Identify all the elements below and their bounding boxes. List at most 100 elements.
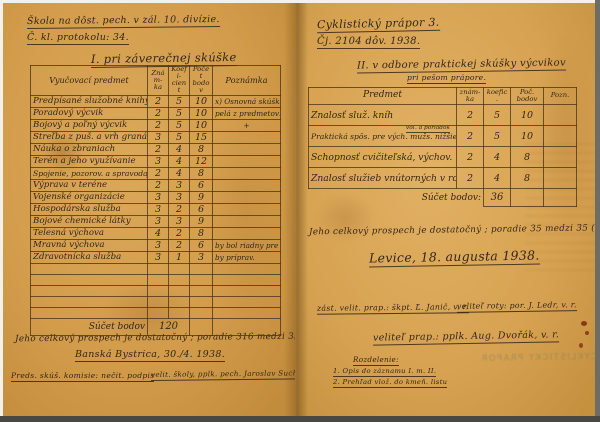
coefficient-cell: 2 [168,226,190,240]
column-header-note: Pozn. [543,87,577,105]
table-row: Bojové chemické látky 3 3 9 [30,214,281,228]
subject-cell: Spojenie, pozorov. a spravodajstvo [30,166,148,180]
note-cell [543,104,577,126]
note-cell: + [212,118,281,132]
note-cell: x) Osnovná skúška pros- [212,94,281,108]
subject-text: Praktická spôs. pre vých. mužs. nižšieho [311,131,457,141]
points-cell: 10 [189,106,213,120]
grade-cell: 3 [147,238,169,252]
subject-cell: voľ. a poriadok Praktická spôs. pre vých… [308,125,457,147]
subject-cell: Schopnosť cvičiteľská, výchov. [308,146,457,168]
coefficient-cell: 4 [483,167,511,189]
table-row: Znalosť služ. kníh 2 5 10 [308,104,577,126]
scan-edge-left [0,0,3,422]
column-header-coefficient: koefic. [483,87,511,105]
note-cell [212,130,281,144]
points-cell: 9 [189,190,213,204]
grade-cell: 2 [147,178,169,192]
grade-cell: 2 [147,142,169,156]
sum-row: Súčet bodov: 36 [308,188,577,207]
table-row: Náuka o zbraniach 2 4 8 [30,142,281,156]
subject-cell: Vojenské organizácie [30,190,148,204]
table-row: Zdravotnícka služba 3 1 3 by príprav. [30,250,281,264]
table-row: Poradový výcvik 2 5 10 pelá z predmetov: [30,106,281,120]
grade-cell: 3 [147,190,169,204]
note-cell [212,214,281,228]
table-header-row: Predmet znám- ka koefic. Poč. bodov Pozn… [308,87,577,105]
points-cell: 8 [510,167,544,189]
distribution-line-1: 1. Opis do záznamu I. m. II. [333,367,437,377]
points-cell: 12 [189,154,213,168]
note-cell [212,142,281,156]
coefficient-cell: 5 [168,130,190,144]
grade-cell: 2 [147,166,169,180]
commission-chair-signature: Preds. skúš. komisie: nečit. podpis [11,371,155,382]
subject-cell: Znalosť služ. kníh [308,104,457,126]
subject-cell: Výprava v teréne [30,178,148,192]
grade-cell: 2 [456,104,484,126]
points-cell: 8 [189,226,213,240]
table-row: Terén a jeho využívanie 3 4 12 [30,154,281,168]
points-cell: 6 [189,202,213,216]
coefficient-cell: 5 [483,125,511,147]
coefficient-cell: 3 [168,178,190,192]
note-cell [212,166,281,180]
right-page: Cyklistický prápor 3. Čj. 2104 dôv. 1938… [295,3,600,416]
note-cell [212,154,281,168]
scan-edge-right [595,0,600,422]
right-table-title: II. v odbore praktickej skúšky výcvikov [356,57,567,74]
sum-value: 120 [147,317,190,336]
note-cell [543,167,577,189]
table-row: Hospodárska služba 3 2 6 [30,202,281,216]
company-commander-signature: veliteľ roty: por. J. Ledr, v. r. [456,300,577,313]
coefficient-cell: 3 [168,190,190,204]
coefficient-cell: 5 [168,106,190,120]
column-header-subject: Vyučovací predmet [30,65,148,96]
distribution-line-2: 2. Prehľad vlož. do kmeň. listu [333,378,448,388]
table-row: Bojový a poľný výcvik 2 5 10 + [30,118,281,132]
grade-cell: 3 [147,202,169,216]
coefficient-cell: 4 [483,146,511,168]
points-cell: 8 [510,146,544,168]
table-row: Mravná výchova 3 2 6 by bol riadny pre a… [30,238,281,252]
points-cell: 8 [189,166,213,180]
page-fold-shadow [284,3,308,416]
subject-cell: Zdravotnícka služba [30,250,148,264]
grade-cell: 3 [147,250,169,264]
table-row: Predpísané služobné knihy 2 5 10 x) Osno… [30,94,281,108]
grade-cell: 3 [147,130,169,144]
table-row: Streľba z puš. a vrh granátom 3 5 15 [30,130,281,144]
overall-result-line: Jeho celkový prospech je dostatočný ; po… [308,223,600,238]
column-header-points: Počet bodov [189,65,213,96]
coefficient-cell: 4 [168,166,190,180]
note-cell: pelá z predmetov: [212,106,281,120]
deputy-commander-signature: zást. velit. prap.: škpt. Ľ. Janič, v. r… [316,302,469,315]
grade-cell: 2 [147,94,169,108]
coefficient-cell: 4 [168,154,190,168]
subject-cell: Telesná výchova [30,226,148,240]
subject-cell: Znalosť služieb vnútorných v rote [308,167,457,189]
empty-table-row [30,284,281,297]
coefficient-cell: 2 [168,202,190,216]
table-row: Znalosť služieb vnútorných v rote 2 4 8 [308,167,577,189]
points-cell: 10 [510,104,544,126]
battalion-header-line: Cyklistický prápor 3. [316,15,440,34]
coefficient-cell: 5 [168,94,190,108]
column-header-subject: Predmet [308,87,457,105]
subject-cell: Streľba z puš. a vrh granátom [30,130,148,144]
file-number-line: Čj. 2104 dôv. 1938. [317,36,421,49]
points-cell: 10 [189,94,213,108]
battalion-commander-signature: veliteľ prap.: pplk. Aug. Dvořák, v. r. [372,329,560,346]
subject-cell: Bojové chemické látky [30,214,148,228]
subject-cell: Bojový a poľný výcvik [30,118,148,132]
school-header-line: Škola na dôst. pech. v zál. 10. divízie. [26,13,220,30]
grade-cell: 4 [147,226,169,240]
subject-cell: Terén a jeho využívanie [30,154,148,168]
final-exam-results-table: Vyučovací predmet Znám- ka Koefi- cient … [30,65,281,336]
points-cell: 3 [189,250,213,264]
grade-cell: 2 [456,167,484,189]
coefficient-cell: 4 [168,142,190,156]
points-cell: 6 [189,238,213,252]
sum-label: Súčet bodov [30,317,148,336]
coefficient-cell: 5 [168,118,190,132]
